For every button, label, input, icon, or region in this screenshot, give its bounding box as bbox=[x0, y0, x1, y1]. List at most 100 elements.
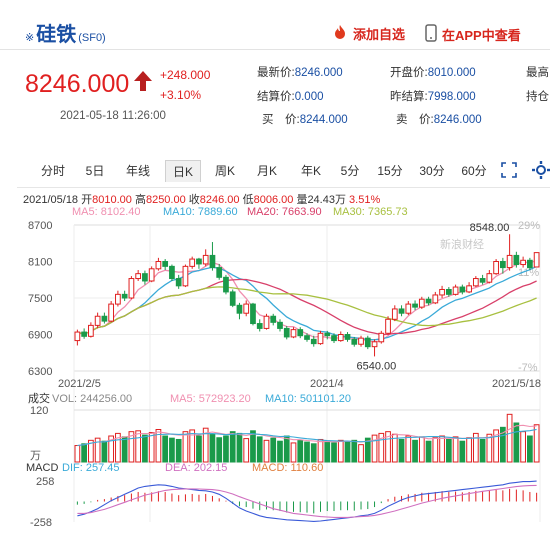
volume-bar bbox=[358, 444, 364, 463]
candle-body bbox=[479, 278, 486, 283]
candle-body bbox=[310, 338, 317, 345]
candle-body bbox=[128, 278, 135, 299]
volume-bar bbox=[304, 441, 310, 463]
candle-body bbox=[175, 278, 182, 287]
volume-bar bbox=[290, 442, 297, 463]
candle-body bbox=[304, 335, 310, 340]
contract-code: (SF0) bbox=[78, 32, 106, 44]
volume-bar bbox=[243, 438, 250, 463]
candle-body bbox=[229, 291, 236, 306]
volume-bar bbox=[527, 435, 533, 463]
volume-bar bbox=[148, 432, 155, 463]
candle-body bbox=[243, 303, 250, 314]
pct-tick-label: -7% bbox=[518, 362, 538, 374]
volume-bar bbox=[520, 431, 526, 463]
title-mark: ※ bbox=[25, 32, 35, 44]
volume-bar bbox=[351, 439, 358, 463]
volume-bar bbox=[175, 438, 182, 463]
candle-body bbox=[432, 294, 439, 304]
ohlc-info: 2021/05/18 开8010.00 高8250.00 收8246.00 低8… bbox=[23, 194, 381, 206]
macd-signal-line bbox=[77, 480, 537, 522]
chart-grid bbox=[73, 224, 541, 522]
candle-body bbox=[135, 273, 142, 280]
candle-body bbox=[364, 337, 371, 348]
candle-body bbox=[290, 329, 297, 338]
candle-body bbox=[297, 329, 304, 337]
quote-time: 2021-05-18 11:26:00 bbox=[60, 110, 166, 122]
vol-ma5: MA5: 572923.20 bbox=[170, 393, 251, 405]
add-watchlist-label: 添加自选 bbox=[353, 27, 406, 42]
title-group: ※ 硅铁 (SF0) bbox=[25, 18, 106, 47]
fullscreen-icon[interactable] bbox=[501, 162, 517, 183]
macd-value: MACD: 110.60 bbox=[252, 462, 323, 474]
quote-summary: 8246.000 +248.000 +3.10% 2021-05-18 11:2… bbox=[0, 50, 240, 130]
tab-timeshare[interactable]: 分时 bbox=[40, 164, 65, 178]
min-price-label: 6540.00 bbox=[357, 360, 397, 372]
macd-legend: MACD DIF: 257.45 DEA: 202.15 MACD: 110.6… bbox=[26, 462, 323, 474]
candle-body bbox=[324, 332, 331, 337]
volume-bar bbox=[439, 435, 445, 463]
candle-body bbox=[493, 261, 499, 275]
open-app-label: 在APP中查看 bbox=[442, 28, 521, 43]
tab-5day[interactable]: 5日 bbox=[85, 164, 105, 178]
watermark: 新浪财经 bbox=[440, 237, 484, 251]
candle-body bbox=[81, 331, 87, 337]
open-app-button[interactable]: 在APP中查看 bbox=[425, 24, 521, 45]
volume-bar bbox=[398, 438, 405, 463]
price-annotations: 8548.00 6540.00 bbox=[357, 222, 510, 372]
tab-weekly-k[interactable]: 周K bbox=[214, 164, 235, 178]
latest-price-field: 最新价:8246.000 bbox=[257, 67, 343, 79]
tab-15min[interactable]: 15分 bbox=[377, 164, 403, 178]
candle-body bbox=[412, 303, 418, 308]
high-field: 最高 bbox=[526, 67, 549, 79]
tab-yearly-k[interactable]: 年K bbox=[300, 164, 321, 178]
candle-body bbox=[283, 327, 290, 338]
volume-bar bbox=[162, 435, 169, 463]
candle-body bbox=[317, 332, 324, 345]
volume-bar bbox=[499, 426, 506, 463]
volume-bar bbox=[94, 437, 101, 463]
add-watchlist-button[interactable]: 添加自选 bbox=[332, 24, 405, 43]
page-title: 硅铁 bbox=[36, 24, 77, 46]
open-price-field: 开盘价:8010.000 bbox=[390, 67, 476, 79]
ask-price-field: 卖 价:8246.000 bbox=[396, 114, 482, 126]
volume-bar bbox=[337, 439, 344, 463]
volume-bar bbox=[121, 436, 128, 463]
volume-bar bbox=[378, 432, 385, 463]
volume-unit-label: 万 bbox=[30, 450, 41, 462]
volume-bar bbox=[223, 435, 229, 463]
volume-bar bbox=[270, 437, 277, 463]
candle-body bbox=[533, 252, 540, 268]
macd-dif: DIF: 257.45 bbox=[62, 462, 119, 474]
candle-body bbox=[520, 259, 526, 266]
tab-year-line[interactable]: 年线 bbox=[125, 164, 150, 178]
ma30-line bbox=[77, 286, 537, 335]
price-tick-label: 6300 bbox=[28, 366, 52, 378]
volume-bar bbox=[182, 431, 189, 463]
volume-bar bbox=[371, 434, 378, 463]
volume-bar bbox=[445, 438, 452, 463]
volume-bar bbox=[479, 438, 486, 463]
volume-bar bbox=[344, 441, 351, 463]
volume-bar bbox=[135, 430, 142, 463]
volume-bar bbox=[155, 429, 162, 463]
price-tick-label: 6900 bbox=[28, 330, 52, 342]
pct-tick-label: 11% bbox=[518, 267, 539, 279]
tab-daily-k[interactable]: 日K bbox=[165, 160, 201, 182]
price-tick-label: 8700 bbox=[28, 220, 52, 232]
candle-body bbox=[74, 331, 81, 342]
volume-bar bbox=[331, 442, 337, 463]
price-tick-label: 8100 bbox=[28, 257, 52, 269]
volume-bar bbox=[310, 443, 317, 463]
volume-bar bbox=[405, 435, 412, 463]
date-tick-label: 2021/4 bbox=[310, 378, 344, 390]
tab-60min[interactable]: 60分 bbox=[461, 164, 487, 178]
tab-monthly-k[interactable]: 月K bbox=[256, 164, 277, 178]
candle-body bbox=[371, 341, 378, 348]
volume-bar bbox=[128, 431, 135, 463]
tab-30min[interactable]: 30分 bbox=[419, 164, 445, 178]
candle-body bbox=[142, 273, 148, 282]
volume-bar bbox=[324, 440, 331, 463]
candle-body bbox=[216, 267, 223, 278]
tab-5min[interactable]: 5分 bbox=[340, 164, 360, 178]
